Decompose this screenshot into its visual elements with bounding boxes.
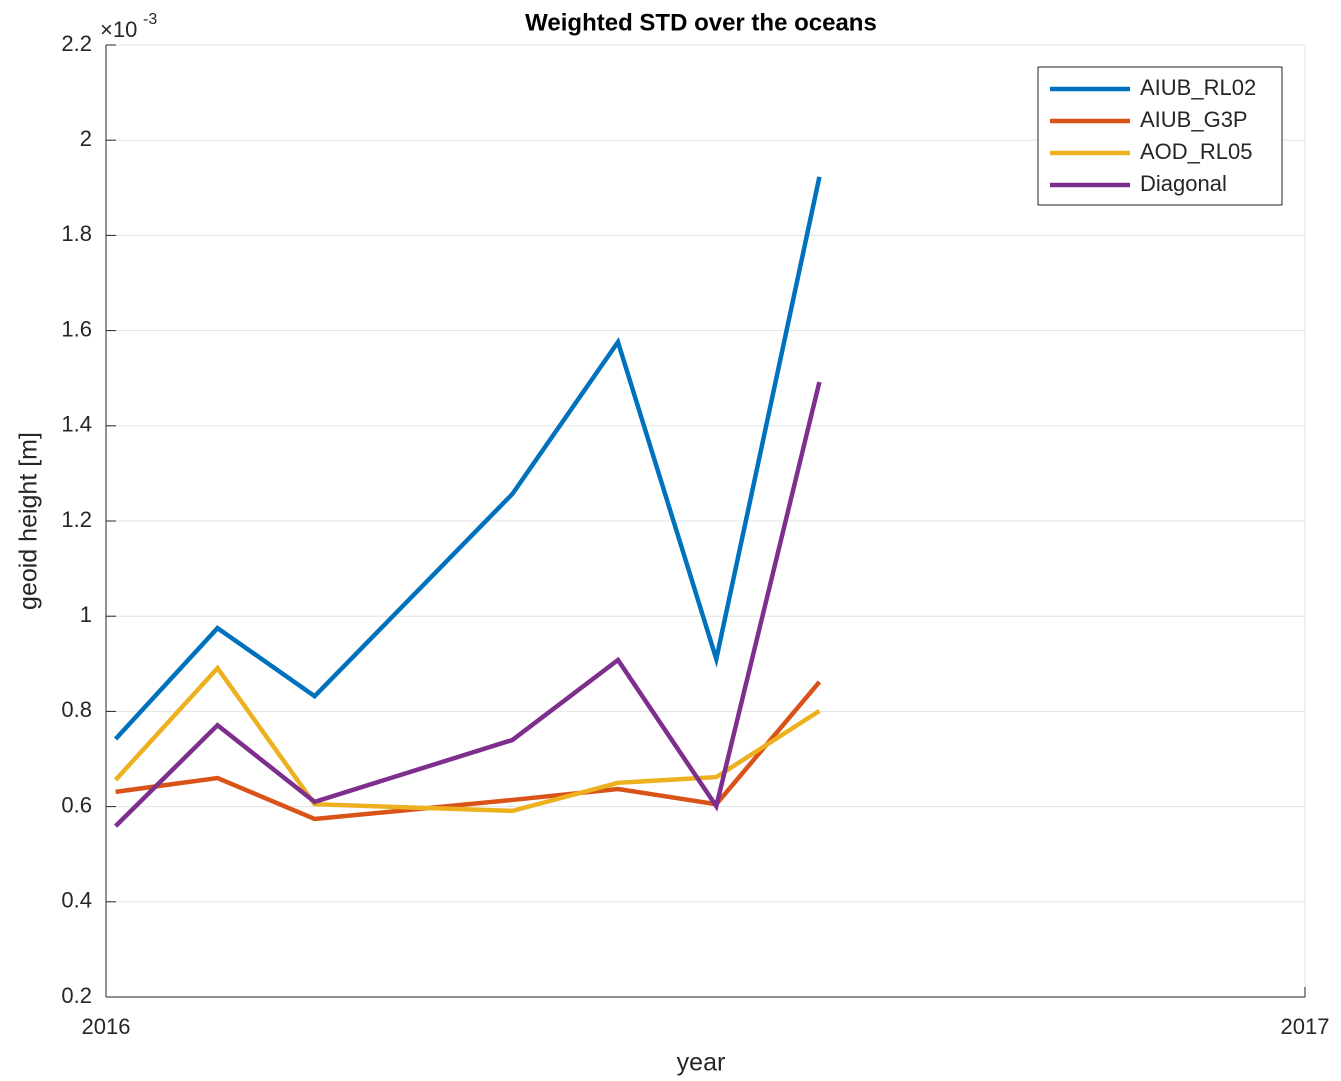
x-axis-label: year — [677, 1049, 726, 1077]
y-exponent-base: ×10 — [100, 17, 137, 42]
y-tick-label: 0.8 — [61, 697, 92, 722]
y-tick-label: 1.2 — [61, 507, 92, 532]
y-tick-label: 1.6 — [61, 316, 92, 341]
y-tick-label: 2 — [80, 126, 92, 151]
data-line — [115, 680, 822, 822]
y-tick-label: 0.4 — [61, 888, 92, 913]
data-line — [113, 176, 822, 741]
legend-label: AOD_RL05 — [1140, 139, 1253, 164]
y-tick-label: 1.8 — [61, 221, 92, 246]
y-axis-label: geoid height [m] — [15, 432, 43, 610]
x-tick-label: 2017 — [1281, 1014, 1330, 1039]
legend-label: Diagonal — [1140, 171, 1227, 196]
chart-title: Weighted STD over the oceans — [525, 9, 877, 36]
y-tick-label: 0.6 — [61, 792, 92, 817]
y-exponent: -3 — [143, 11, 157, 28]
y-tick-label: 0.2 — [61, 983, 92, 1008]
y-tick-label: 1.4 — [61, 412, 92, 437]
x-tick-label: 2016 — [82, 1014, 131, 1039]
y-tick-label: 2.2 — [61, 31, 92, 56]
legend-label: AIUB_RL02 — [1140, 75, 1256, 100]
legend-label: AIUB_G3P — [1140, 107, 1248, 132]
data-line — [114, 381, 822, 828]
data-line — [113, 664, 821, 814]
y-tick-label: 1 — [80, 602, 92, 627]
